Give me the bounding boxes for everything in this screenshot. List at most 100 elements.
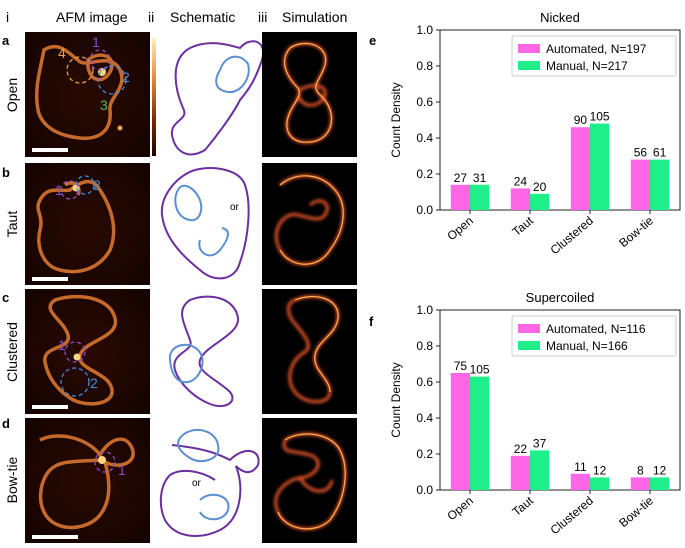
legend-swatch bbox=[518, 44, 540, 53]
row-letter: a bbox=[2, 33, 10, 48]
panel-letter-e: e bbox=[369, 33, 376, 48]
afm-dna-strand bbox=[38, 434, 135, 530]
loop-marker-2 bbox=[75, 175, 95, 195]
bar-value-label: 11 bbox=[574, 460, 587, 474]
legend-swatch bbox=[518, 61, 540, 70]
y-tick-label: 1.0 bbox=[416, 303, 433, 317]
bar-automated bbox=[450, 184, 470, 210]
loop-marker-2 bbox=[60, 367, 90, 397]
simulation-frame bbox=[262, 418, 357, 543]
y-tick-label: 0.4 bbox=[416, 131, 433, 145]
schematic-loop-blue bbox=[174, 184, 229, 257]
afm-dna-strand bbox=[43, 294, 118, 406]
row-open: a Open 4 1 2 3 bbox=[2, 32, 357, 157]
afm-image-frame bbox=[25, 32, 150, 157]
row-label: Taut bbox=[4, 211, 20, 238]
y-tick-label: 0.8 bbox=[416, 59, 433, 73]
schematic-or-text: or bbox=[230, 202, 240, 213]
legend-swatch bbox=[518, 324, 540, 333]
schematic-loop-purple bbox=[173, 295, 239, 408]
y-axis-label: Count Density bbox=[389, 82, 403, 157]
loop-marker-1 bbox=[60, 180, 80, 200]
annotation-1: 1 bbox=[92, 34, 100, 50]
row-letter: c bbox=[2, 290, 9, 305]
col-schematic-header: Schematic bbox=[170, 9, 235, 25]
chart-title: Supercoiled bbox=[526, 290, 595, 305]
schematic-loop-blue bbox=[215, 55, 250, 94]
y-axis-label: Count Density bbox=[389, 362, 403, 437]
bar-manual bbox=[650, 477, 670, 490]
annotation-2: 2 bbox=[93, 177, 101, 193]
bar-value-label: 22 bbox=[514, 442, 528, 456]
bar-value-label: 12 bbox=[593, 463, 607, 477]
annotation-2: 2 bbox=[122, 69, 130, 85]
bar-value-label: 27 bbox=[454, 171, 468, 185]
loop-marker-2 bbox=[97, 65, 127, 95]
afm-crossing-blob bbox=[98, 456, 106, 464]
bar-value-label: 56 bbox=[634, 146, 648, 160]
simulation-strand-core bbox=[284, 42, 333, 143]
scale-bar bbox=[32, 405, 68, 409]
schematic-loop-purple bbox=[170, 40, 265, 156]
x-tick-label: Taut bbox=[510, 213, 537, 239]
schematic-loop-purple bbox=[159, 444, 260, 537]
bar-value-label: 37 bbox=[533, 436, 547, 450]
y-tick-label: 0.6 bbox=[416, 375, 433, 389]
y-tick-label: 0.4 bbox=[416, 411, 433, 425]
bar-automated bbox=[510, 188, 530, 210]
bar-value-label: 105 bbox=[470, 363, 490, 377]
col-i-letter: i bbox=[6, 9, 9, 25]
bar-automated bbox=[630, 477, 650, 490]
bar-manual bbox=[470, 376, 490, 490]
row-taut: b Taut 1 2 or bbox=[2, 163, 357, 285]
bar-value-label: 24 bbox=[514, 174, 528, 188]
simulation-strand-core bbox=[279, 175, 344, 265]
annotation-1: 1 bbox=[58, 337, 66, 353]
bar-automated bbox=[450, 373, 470, 490]
row-letter: d bbox=[2, 416, 10, 431]
afm-image-frame bbox=[25, 289, 150, 414]
legend-swatch bbox=[518, 341, 540, 350]
annotation-1: 1 bbox=[118, 462, 126, 478]
simulation-frame bbox=[262, 32, 357, 157]
schematic-loop-blue bbox=[177, 429, 230, 521]
y-tick-label: 0.8 bbox=[416, 339, 433, 353]
loop-marker-1 bbox=[89, 49, 111, 71]
chart-nicked: e Nicked Count Density 0.0 0.2 0.4 0.6 0.8 1.0 O… bbox=[369, 10, 681, 257]
bar-value-label: 90 bbox=[574, 113, 588, 127]
scale-bar bbox=[32, 148, 68, 152]
bar-value-label: 61 bbox=[653, 146, 667, 160]
loop-marker-1 bbox=[94, 451, 116, 473]
simulation-strand-core bbox=[277, 433, 346, 530]
legend-label: Manual, N=166 bbox=[546, 339, 628, 353]
row-bowtie: d Bow-tie 1 or bbox=[2, 416, 357, 543]
legend-label: Manual, N=217 bbox=[546, 59, 628, 73]
bar-value-label: 105 bbox=[590, 110, 610, 124]
simulation-strand-core bbox=[294, 296, 339, 393]
legend-label: Automated, N=197 bbox=[546, 42, 647, 56]
bar-value-label: 8 bbox=[637, 463, 644, 477]
y-tick-label: 0.0 bbox=[416, 483, 433, 497]
col-afm-header: AFM image bbox=[56, 9, 128, 25]
simulation-frame bbox=[262, 289, 357, 414]
bar-manual bbox=[530, 193, 550, 210]
bar-value-label: 20 bbox=[533, 180, 547, 194]
bar-manual bbox=[530, 450, 550, 490]
bar-manual bbox=[650, 159, 670, 210]
y-tick-label: 0.2 bbox=[416, 447, 433, 461]
bar-manual bbox=[590, 477, 610, 490]
schematic-loop-blue bbox=[168, 343, 204, 384]
annotation-4: 4 bbox=[58, 45, 66, 61]
row-letter: b bbox=[2, 165, 10, 180]
afm-crossing-blob bbox=[73, 353, 81, 361]
x-tick-label: Open bbox=[444, 214, 475, 244]
loop-marker-1 bbox=[64, 341, 86, 363]
scale-bar bbox=[32, 535, 78, 539]
y-tick-label: 0.2 bbox=[416, 167, 433, 181]
bar-manual bbox=[590, 123, 610, 210]
x-tick-label: Open bbox=[444, 494, 475, 524]
column-headers: i AFM image ii Schematic iii Simulation bbox=[6, 9, 347, 25]
scale-bar bbox=[32, 277, 68, 281]
row-label: Clustered bbox=[4, 322, 20, 382]
